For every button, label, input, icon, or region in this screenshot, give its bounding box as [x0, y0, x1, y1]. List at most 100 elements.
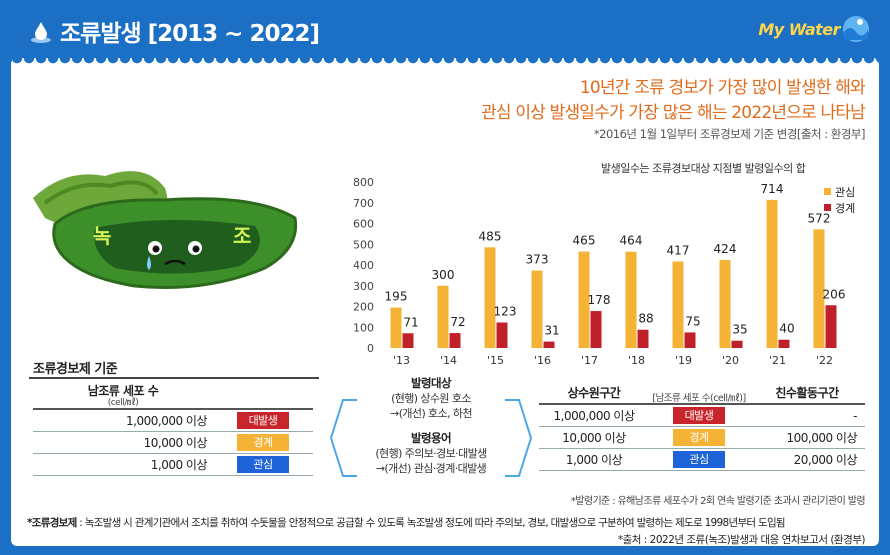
y-tick-label: 800 [353, 176, 374, 189]
headline-line1: 10년간 조류 경보가 가장 많이 발생한 해와 [579, 78, 866, 98]
bar-경계 [496, 322, 508, 348]
bar-경계 [402, 333, 414, 348]
y-tick-label: 700 [353, 197, 374, 210]
target-current: (현행) 상수원 호소 [391, 392, 471, 405]
y-tick-label: 0 [367, 342, 374, 355]
table-row: 1,000 이상 관심 20,000 이상 [539, 448, 865, 471]
y-tick-label: 500 [353, 238, 374, 251]
bar-chart: 0 100 200 300 400 500 600 700 800 195 71 '13 300 72 '1… [353, 176, 855, 367]
data-label: 88 [638, 312, 653, 326]
x-tick-label: '14 [440, 354, 457, 367]
legend-label: 경계 [835, 202, 855, 215]
data-label: 35 [732, 323, 747, 337]
target-title: 발령대상 [411, 376, 452, 390]
x-tick-label: '19 [675, 354, 692, 367]
left-unit: (cell/㎖) [107, 398, 139, 408]
bar-경계 [684, 332, 696, 348]
terms-title: 발령용어 [411, 431, 452, 445]
right-criteria-table: 상수원구간 [남조류 세포 수(cell/㎖)] 친수활동구간 1,000,00… [539, 382, 865, 471]
change-summary: 발령대상 (현행) 상수원 호소 →(개선) 호소, 하천 발령용어 (현행) … [366, 376, 496, 476]
y-tick-label: 400 [353, 259, 374, 272]
level-badge: 경계 [673, 429, 725, 446]
headline: 10년간 조류 경보가 가장 많이 발생한 해와 관심 이상 발생일수가 가장 … [481, 76, 866, 126]
right-unit: [남조류 세포 수(cell/㎖)] [652, 393, 746, 404]
x-tick-label: '18 [628, 354, 645, 367]
left-header: 남조류 세포 수 (cell/㎖) [33, 382, 213, 410]
definition-footnote: *조류경보제 : 녹조발생 시 관계기관에서 조치를 취하여 수돗물을 안정적으… [27, 515, 786, 530]
legend-swatch [824, 204, 831, 211]
bar-경계 [543, 341, 555, 348]
cell-recreation: 100,000 이상 [749, 426, 865, 449]
algae-char-right: 조 [233, 224, 252, 248]
bar-관심 [578, 251, 590, 348]
level-badge: 대발생 [673, 407, 725, 424]
data-label: 72 [450, 315, 465, 329]
source-note: *2016년 1월 1일부터 조류경보제 기준 변경[출처 : 환경부] [593, 127, 866, 141]
level-badge: 대발생 [237, 412, 289, 429]
cell-count: 1,000,000 이상 [33, 409, 213, 432]
x-tick-label: '15 [487, 354, 504, 367]
content-panel: 10년간 조류 경보가 가장 많이 발생한 해와 관심 이상 발생일수가 가장 … [11, 58, 879, 546]
x-tick-label: '21 [769, 354, 786, 367]
issuance-note: *발령기준 : 유해남조류 세포수가 2회 연속 발령기준 초과시 관리기관이 … [570, 496, 866, 507]
criteria-title-rule [29, 377, 319, 379]
legend-swatch [824, 188, 831, 195]
algae-char-left: 녹 [93, 224, 112, 248]
left-bracket [329, 399, 357, 477]
page-title: 조류발생 [2013 ~ 2022] [60, 21, 320, 47]
left-criteria-table: 남조류 세포 수 (cell/㎖) 1,000,000 이상 대발생 10,000… [33, 382, 313, 476]
table-row: 10,000 이상 경계 [33, 431, 313, 454]
bar-관심 [437, 285, 449, 348]
cell-source: 10,000 이상 [539, 426, 649, 449]
data-label: 373 [526, 253, 549, 267]
bar-경계 [449, 333, 461, 348]
scallop-border [11, 58, 879, 68]
x-tick-label: '22 [816, 354, 833, 367]
wave-logo-icon [843, 16, 869, 42]
table-row: 1,000 이상 관심 [33, 453, 313, 476]
data-label: 123 [494, 304, 517, 318]
x-tick-label: '20 [722, 354, 739, 367]
cell-source: 1,000,000 이상 [539, 404, 649, 427]
legend-label: 관심 [835, 186, 855, 199]
data-label: 71 [403, 315, 418, 329]
bar-경계 [637, 329, 649, 348]
chart-title: 발생일수는 조류경보대상 지점별 발령일수의 합 [601, 162, 806, 175]
cell-recreation: - [749, 404, 865, 427]
bar-경계 [778, 339, 790, 348]
source-footnote: *출처 : 2022년 조류(녹조)발생과 대응 연차보고서 (환경부) [617, 534, 866, 546]
data-label: 485 [479, 229, 502, 243]
data-label: 75 [685, 314, 700, 328]
data-label: 572 [808, 211, 831, 225]
data-label: 178 [588, 293, 611, 307]
data-label: 195 [385, 290, 408, 304]
level-badge: 관심 [673, 451, 725, 468]
level-badge: 관심 [237, 456, 289, 473]
table-row: 1,000,000 이상 대발생 - [539, 404, 865, 427]
cell-source: 1,000 이상 [539, 448, 649, 471]
headline-line2: 관심 이상 발생일수가 가장 많은 해는 2022년으로 나타남 [481, 103, 866, 123]
data-label: 465 [573, 234, 596, 248]
bar-관심 [719, 260, 731, 348]
data-label: 424 [714, 242, 737, 256]
table-row: 10,000 이상 경계 100,000 이상 [539, 426, 865, 449]
y-tick-label: 100 [353, 321, 374, 334]
y-tick-label: 200 [353, 301, 374, 314]
bar-관심 [813, 229, 825, 348]
cell-count: 10,000 이상 [33, 431, 213, 454]
green-algae-illustration [33, 171, 298, 289]
data-label: 464 [620, 234, 643, 248]
x-tick-label: '13 [393, 354, 410, 367]
bar-경계 [825, 305, 837, 348]
criteria-title: 조류경보제 기준 [33, 362, 118, 377]
definition-text: : 녹조발생 시 관계기관에서 조치를 취하여 수돗물을 안정적으로 공급할 수… [76, 517, 785, 529]
bar-경계 [731, 340, 743, 348]
water-drop-icon [31, 22, 51, 43]
bar-관심 [766, 199, 778, 348]
y-tick-label: 300 [353, 280, 374, 293]
data-label: 31 [544, 324, 559, 338]
bar-관심 [484, 247, 496, 348]
x-tick-label: '17 [581, 354, 598, 367]
terms-improved: →(개선) 관심·경계·대발생 [375, 462, 487, 475]
right-header-recreation: 친수활동구간 [749, 382, 865, 405]
